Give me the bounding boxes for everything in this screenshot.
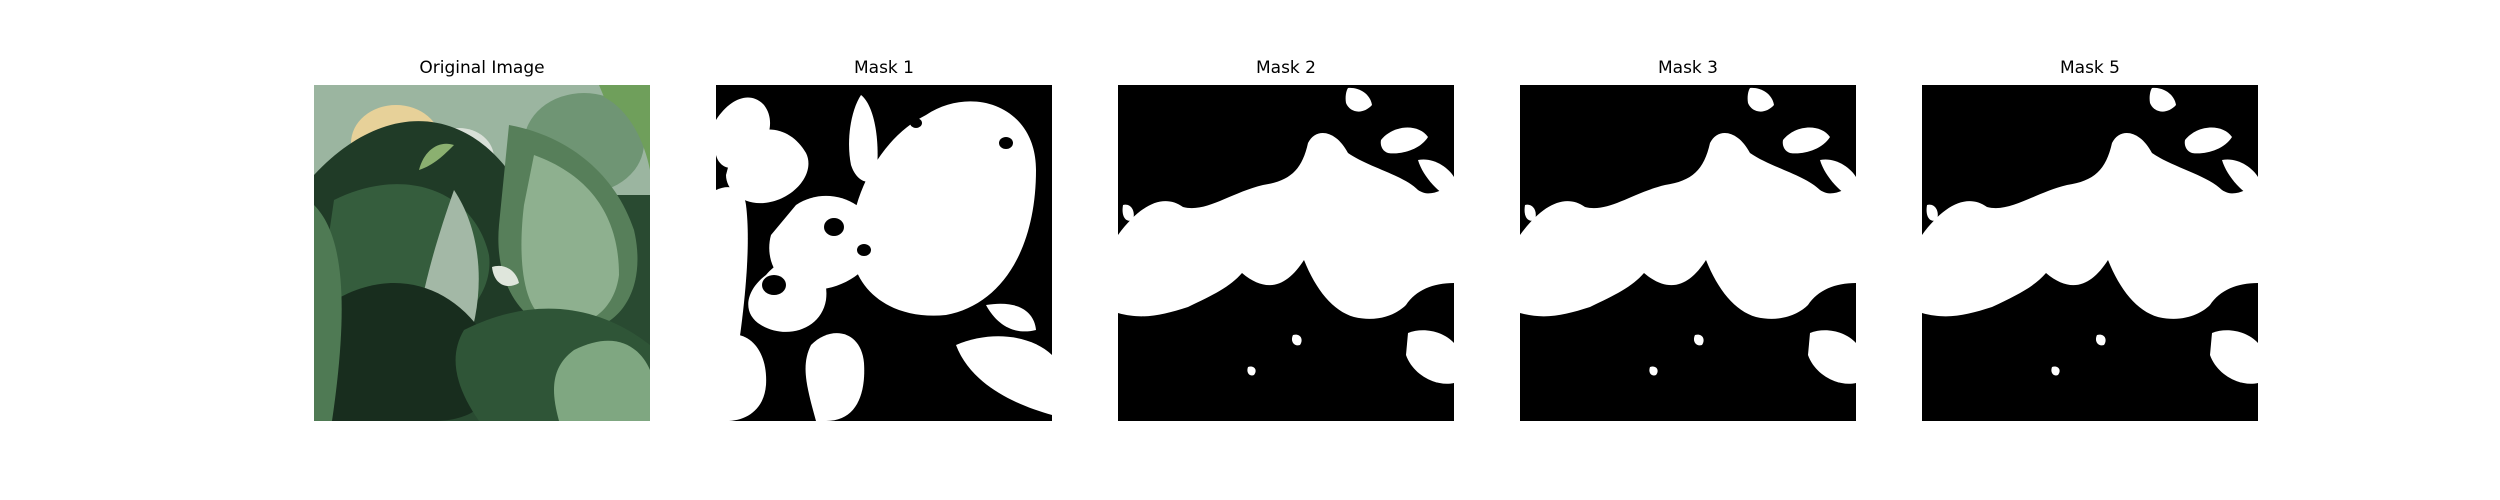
original-image [314,85,650,421]
panel-title: Mask 3 [1657,58,1718,78]
mask-5-image [1922,85,2258,421]
mask-1-image [716,85,1052,421]
panel-title: Mask 1 [853,58,914,78]
panel-title: Mask 2 [1255,58,1316,78]
mask-3-image [1520,85,1856,421]
mask-2-image [1118,85,1454,421]
panel-title: Original Image [419,58,545,78]
panel-title: Mask 5 [2059,58,2120,78]
